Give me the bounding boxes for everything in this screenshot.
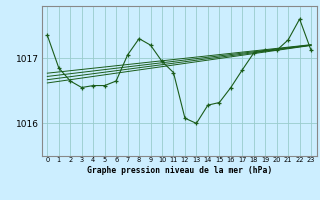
X-axis label: Graphe pression niveau de la mer (hPa): Graphe pression niveau de la mer (hPa): [87, 166, 272, 175]
